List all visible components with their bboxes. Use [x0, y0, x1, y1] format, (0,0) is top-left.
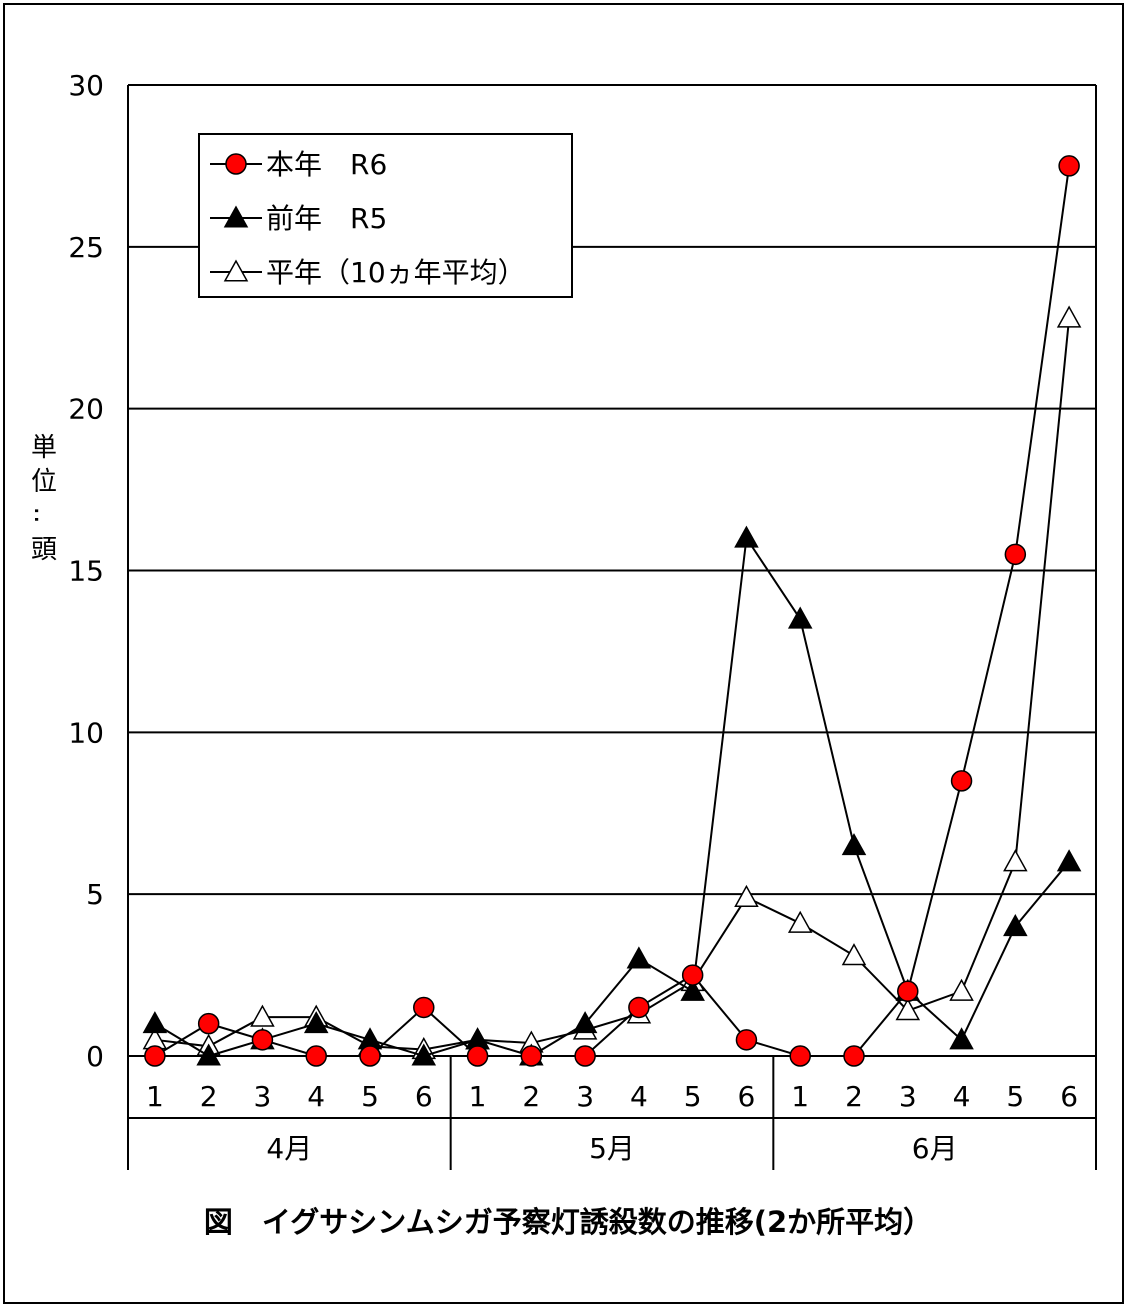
y-tick-label: 20: [68, 393, 104, 426]
y-axis-label-char: 位: [31, 467, 57, 497]
series-1: [142, 525, 1082, 1066]
data-point: [197, 1012, 220, 1035]
x-tick-label: 3: [899, 1080, 917, 1113]
data-point: [1056, 305, 1082, 328]
data-point: [1003, 913, 1028, 937]
data-point: [1056, 849, 1082, 872]
data-point: [196, 1043, 221, 1066]
x-tick-label: 1: [791, 1080, 809, 1113]
y-axis-label-char: 頭: [31, 535, 57, 565]
data-point: [572, 1011, 598, 1034]
data-point: [1058, 155, 1080, 177]
legend-label: 前年 R5: [266, 202, 387, 235]
y-tick-label: 10: [68, 716, 104, 749]
data-point: [734, 884, 759, 907]
x-tick-label: 6: [1060, 1080, 1078, 1113]
x-tick-label: 2: [522, 1080, 540, 1113]
data-point: [303, 1011, 329, 1034]
x-tick-label: 1: [146, 1080, 164, 1113]
x-tick-label: 4: [307, 1080, 325, 1113]
data-point: [411, 1043, 437, 1066]
data-point: [787, 606, 813, 629]
data-point: [413, 996, 435, 1019]
legend: 本年 R6 前年 R5 平年（10ヵ年平均）: [198, 133, 573, 298]
legend-box: [198, 133, 573, 298]
x-tick-label: 5: [684, 1080, 702, 1113]
data-point: [1003, 849, 1028, 872]
data-point: [250, 1004, 275, 1027]
series-line: [154, 165, 1071, 1057]
series-2: [142, 305, 1082, 1060]
month-label: 5月: [589, 1132, 635, 1165]
legend-marker: [223, 205, 249, 228]
data-point: [305, 1045, 327, 1067]
data-point: [626, 946, 652, 969]
data-point: [843, 1045, 865, 1067]
y-axis-label: 単位 ‥ 頭: [28, 433, 58, 565]
x-tick-label: 4: [630, 1080, 648, 1113]
data-point: [359, 1045, 381, 1067]
x-tick-label: 3: [576, 1080, 594, 1113]
data-point: [789, 1045, 811, 1067]
data-point: [251, 1029, 274, 1051]
y-tick-label: 25: [68, 231, 104, 264]
x-tick-label: 6: [738, 1080, 756, 1113]
y-tick-label: 0: [86, 1040, 104, 1073]
data-point: [735, 1029, 758, 1051]
x-tick-label: 6: [415, 1080, 433, 1113]
series-line: [154, 535, 1070, 1058]
data-point: [574, 1045, 596, 1067]
y-tick-labels: 0 5 10 15 20 25 30: [68, 69, 104, 1073]
series-line: [154, 317, 1071, 1051]
data-point: [895, 998, 921, 1021]
x-tick-label: 2: [200, 1080, 218, 1113]
data-point: [841, 943, 867, 966]
series-0: [144, 155, 1080, 1067]
data-point: [950, 770, 973, 792]
legend-marker: [223, 259, 249, 282]
legend-marker: [225, 153, 247, 175]
data-point: [628, 996, 650, 1019]
data-point: [734, 525, 759, 548]
data-point: [680, 978, 705, 1001]
x-tick-label: 1: [469, 1080, 487, 1113]
chart-title: 図 イグサシンムシガ予察灯誘殺数の推移(2か所平均）: [204, 1205, 932, 1239]
data-point: [681, 964, 704, 986]
x-tick-label: 4: [953, 1080, 971, 1113]
axes: [127, 85, 1097, 1170]
y-tick-label: 5: [86, 878, 104, 911]
data-point: [949, 1027, 974, 1050]
data-point: [949, 978, 974, 1001]
data-point: [144, 1045, 166, 1067]
gridlines: [128, 84, 1096, 1057]
month-label: 6月: [912, 1132, 958, 1165]
data-point: [841, 833, 867, 856]
x-tick-label: 5: [1006, 1080, 1024, 1113]
y-tick-label: 15: [68, 555, 104, 588]
month-label: 4月: [266, 1132, 312, 1165]
y-axis-label-char: ‥: [28, 506, 58, 523]
series-layer: [142, 155, 1082, 1067]
x-axis: 1 2 3 4 5 6 4月 1 2 3 4 5 6 5月 1 2 3 4 5 6 6月: [128, 1056, 1096, 1170]
data-point: [897, 980, 919, 1003]
y-tick-label: 30: [68, 69, 104, 102]
data-point: [520, 1045, 543, 1067]
data-point: [142, 1011, 168, 1034]
x-tick-label: 3: [254, 1080, 272, 1113]
legend-label: 本年 R6: [266, 148, 387, 181]
data-point: [466, 1045, 489, 1067]
x-tick-label: 2: [845, 1080, 863, 1113]
data-point: [1004, 543, 1027, 566]
x-tick-label: 5: [361, 1080, 379, 1113]
data-point: [787, 910, 813, 933]
y-axis-label-char: 単: [31, 433, 57, 463]
legend-label: 平年（10ヵ年平均）: [266, 256, 526, 289]
